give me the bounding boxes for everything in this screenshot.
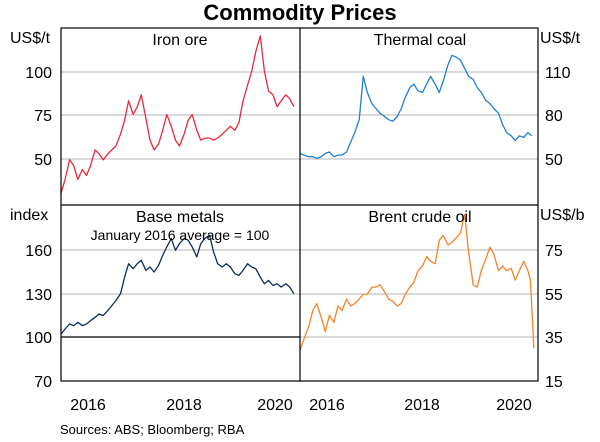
- unit-top-left: US$/t: [10, 30, 51, 47]
- y-tick-label: 110: [545, 65, 571, 82]
- x-tick-label: 2018: [166, 397, 202, 414]
- y-tick-label: 70: [34, 374, 52, 391]
- source-note: Sources: ABS; Bloomberg; RBA: [60, 422, 245, 437]
- panel-subtitle-base-metals: January 2016 average = 100: [91, 227, 270, 243]
- series-line-brent-crude: [299, 213, 535, 351]
- y-tick-label: 160: [25, 243, 52, 260]
- unit-bottom-left: index: [10, 207, 48, 224]
- y-tick-label: 100: [25, 330, 52, 347]
- x-tick-label: 2016: [309, 397, 345, 414]
- panel-title-brent-crude: Brent crude oil: [368, 209, 471, 226]
- y-tick-label: 50: [545, 152, 563, 169]
- unit-top-right: US$/t: [540, 30, 581, 47]
- y-tick-label: 35: [545, 330, 563, 347]
- x-tick-label: 2018: [404, 397, 440, 414]
- series-line-iron-ore: [60, 35, 295, 194]
- x-tick-label: 2020: [496, 397, 532, 414]
- y-tick-label: 50: [34, 152, 52, 169]
- y-tick-label: 15: [545, 374, 563, 391]
- panel-title-base-metals: Base metals: [136, 209, 224, 226]
- unit-bottom-right: US$/b: [540, 207, 585, 224]
- y-tick-label: 100: [25, 65, 52, 82]
- figure-title: Commodity Prices: [203, 0, 396, 25]
- x-tick-label: 2016: [70, 397, 106, 414]
- y-tick-label: 80: [545, 108, 563, 125]
- y-tick-label: 75: [545, 243, 563, 260]
- y-tick-label: 55: [545, 287, 563, 304]
- y-tick-label: 130: [25, 287, 52, 304]
- panel-title-iron-ore: Iron ore: [152, 32, 207, 49]
- panel-title-thermal-coal: Thermal coal: [374, 32, 466, 49]
- series-line-thermal-coal: [299, 54, 533, 159]
- series-line-base-metals: [60, 234, 295, 335]
- x-tick-label: 2020: [257, 397, 293, 414]
- y-tick-label: 75: [34, 108, 52, 125]
